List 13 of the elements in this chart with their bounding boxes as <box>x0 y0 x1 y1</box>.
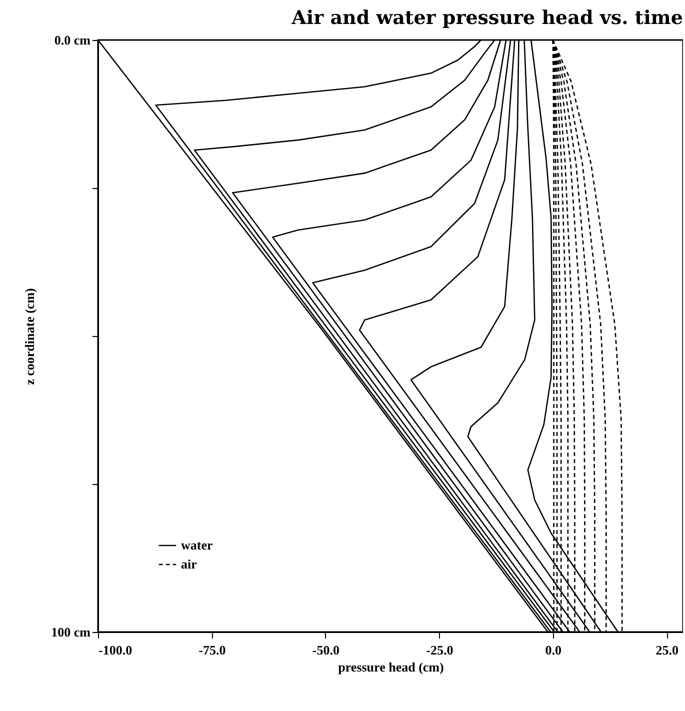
x-axis-title: pressure head (cm) <box>338 660 444 674</box>
legend-label: air <box>181 556 198 572</box>
x-tick-label: -25.0 <box>426 642 454 658</box>
y-tick-label: 100 cm <box>51 624 91 640</box>
y-axis-title: z coordinate (cm) <box>22 288 38 385</box>
x-tick-label: 25.0 <box>656 642 678 658</box>
chart-title: Air and water pressure head vs. time <box>290 7 683 29</box>
x-tick-label: -50.0 <box>312 642 340 658</box>
x-tick-label: -100.0 <box>98 642 132 658</box>
y-tick-label: 0.0 cm <box>54 32 91 48</box>
x-tick-label: 0.0 <box>545 642 562 658</box>
x-tick-label: -75.0 <box>198 642 226 658</box>
legend-label: water <box>181 538 213 552</box>
